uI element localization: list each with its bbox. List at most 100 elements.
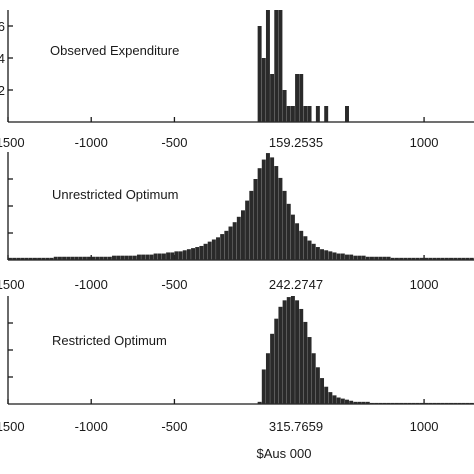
histogram-bar [136,254,141,260]
histogram-bar [290,296,295,404]
histogram-bar [270,157,275,260]
histogram-bar [436,257,441,260]
histogram-bar [141,254,146,260]
histogram-bar [457,257,462,260]
histogram-bar [20,257,25,260]
histogram-bar [153,253,158,260]
histogram-bar [444,402,449,404]
histogram-bar [28,257,33,260]
histogram-bar [432,402,437,404]
histogram-bar [265,353,270,404]
x-axis-title: $Aus 000 [257,446,312,461]
histogram-bar [407,257,412,260]
histogram-bar [32,257,37,260]
histogram-bar [303,321,308,404]
histogram-bar [444,257,449,260]
histogram-bar [449,257,453,260]
histogram-bar [203,243,208,260]
histogram-bar [320,249,325,260]
histogram-bar [195,247,200,260]
histogram-bar [386,402,391,404]
histogram-bar [124,255,129,260]
histogram-bar [390,257,395,260]
histogram-bar [324,106,329,122]
histogram-bar [453,402,458,404]
histogram-bar [178,251,183,260]
histogram-bar [62,256,67,260]
histogram-bar [419,257,424,260]
histogram-bar [66,256,71,260]
histogram-bar [282,90,287,122]
histogram-bar [399,402,404,404]
histogram-bar [349,400,354,404]
panel-unrestricted-optimum: -1500 -1000 -500 1000 242.2747 Unrestricted O… [0,152,474,292]
histogram-bar [149,254,154,260]
histogram-bar [120,255,125,260]
x-tick-label: -1500 [0,135,25,150]
histogram-bar [161,253,166,260]
histogram-bar [145,254,150,260]
histogram-bar [157,253,162,260]
histogram-bar [270,333,275,404]
histogram-bar [378,402,383,404]
histogram-bar [274,166,279,260]
histogram-bar [340,253,345,260]
histogram-bar [332,395,337,404]
histogram-bar [365,401,370,404]
marker-value-label: 159.2535 [269,135,323,150]
histogram-bar [53,256,58,260]
panel-title: Observed Expenditure [50,43,179,58]
histogram-bar [265,10,270,122]
histogram-bar [57,256,62,260]
x-tick-label: -500 [161,135,187,150]
histogram-bar [245,200,250,260]
histogram-bar [328,251,333,260]
histogram-bar [224,230,229,260]
histogram-bar [99,256,104,260]
x-tick-label: -1000 [75,419,108,434]
histogram-bar [424,402,429,404]
histogram-bar [265,153,270,260]
histogram-bar [132,255,137,260]
histogram-bar [286,297,291,404]
histogram-bar [278,306,283,404]
histogram-bar [274,318,279,404]
histogram-bar [407,402,412,404]
histogram-bar [232,222,237,260]
histogram-bar [353,255,358,260]
histogram-bar [199,245,204,260]
histogram-bar [103,256,108,260]
histogram-bar [332,252,337,260]
histogram-bar [95,256,100,260]
histogram-bar [336,253,341,260]
histogram-bar [453,257,458,260]
histogram-bar [403,402,408,404]
histogram-bar [311,243,316,260]
histogram-bar [324,250,329,260]
histogram-bar [282,300,287,404]
panel-title: Unrestricted Optimum [52,187,178,202]
histogram-bar [465,402,470,404]
histogram-bar [369,256,374,260]
histogram-bar [361,401,366,404]
histogram-bar [361,255,366,260]
histogram-bar [303,106,308,122]
histogram-bar [253,179,258,260]
histogram-bar [465,257,470,260]
histogram-bar [278,177,283,260]
histogram-bar [394,257,399,260]
histogram-bar [216,237,220,260]
histogram-bar [324,386,329,404]
histogram-bar [369,402,374,404]
x-tick-label: 1000 [410,135,439,150]
histogram-bar [440,257,445,260]
histogram-bar [374,402,379,404]
histogram-bar [415,402,420,404]
histogram-bar [278,10,283,122]
histogram-bar [436,402,441,404]
histogram-bar [469,402,474,404]
histogram-bar [286,203,291,260]
x-tick-label: -1500 [0,419,25,434]
histogram-bar [382,256,387,260]
